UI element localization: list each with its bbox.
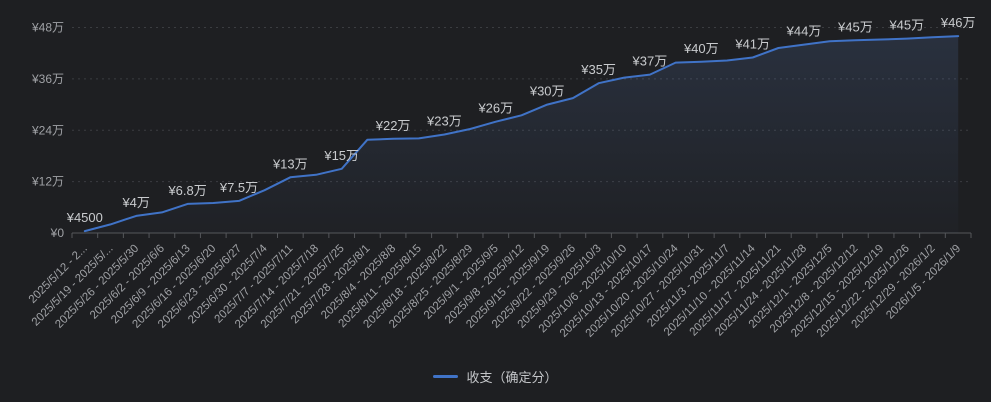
y-axis-label: ¥0 bbox=[50, 226, 65, 240]
data-label: ¥46万 bbox=[940, 15, 976, 30]
legend-item-income-expense[interactable]: 收支（确定分） bbox=[433, 367, 558, 386]
data-label: ¥26万 bbox=[477, 101, 513, 116]
y-axis-label: ¥24万 bbox=[31, 123, 64, 137]
data-label: ¥22万 bbox=[375, 118, 411, 133]
series-line bbox=[83, 35, 960, 233]
data-label: ¥15万 bbox=[323, 148, 359, 163]
data-label: ¥44万 bbox=[786, 24, 822, 39]
data-label: ¥4500 bbox=[66, 210, 103, 225]
legend: 收支（确定分） bbox=[0, 367, 991, 386]
legend-label: 收支（确定分） bbox=[466, 370, 558, 385]
data-label: ¥40万 bbox=[683, 41, 719, 56]
data-label: ¥6.8万 bbox=[167, 183, 206, 198]
y-axis-label: ¥36万 bbox=[31, 72, 64, 86]
data-label: ¥41万 bbox=[734, 37, 770, 52]
data-label: ¥45万 bbox=[888, 18, 924, 33]
legend-line-icon bbox=[433, 375, 459, 378]
data-label: ¥35万 bbox=[580, 62, 616, 77]
data-label: ¥37万 bbox=[632, 54, 668, 69]
y-axis-label: ¥48万 bbox=[31, 21, 64, 35]
data-label: ¥4万 bbox=[121, 195, 149, 210]
data-label: ¥30万 bbox=[529, 84, 565, 99]
data-label: ¥13万 bbox=[272, 156, 308, 171]
series-area bbox=[84, 36, 959, 233]
data-label: ¥7.5万 bbox=[219, 180, 258, 195]
y-axis-label: ¥12万 bbox=[31, 175, 64, 189]
data-label: ¥23万 bbox=[426, 114, 462, 129]
data-label: ¥45万 bbox=[837, 19, 873, 34]
